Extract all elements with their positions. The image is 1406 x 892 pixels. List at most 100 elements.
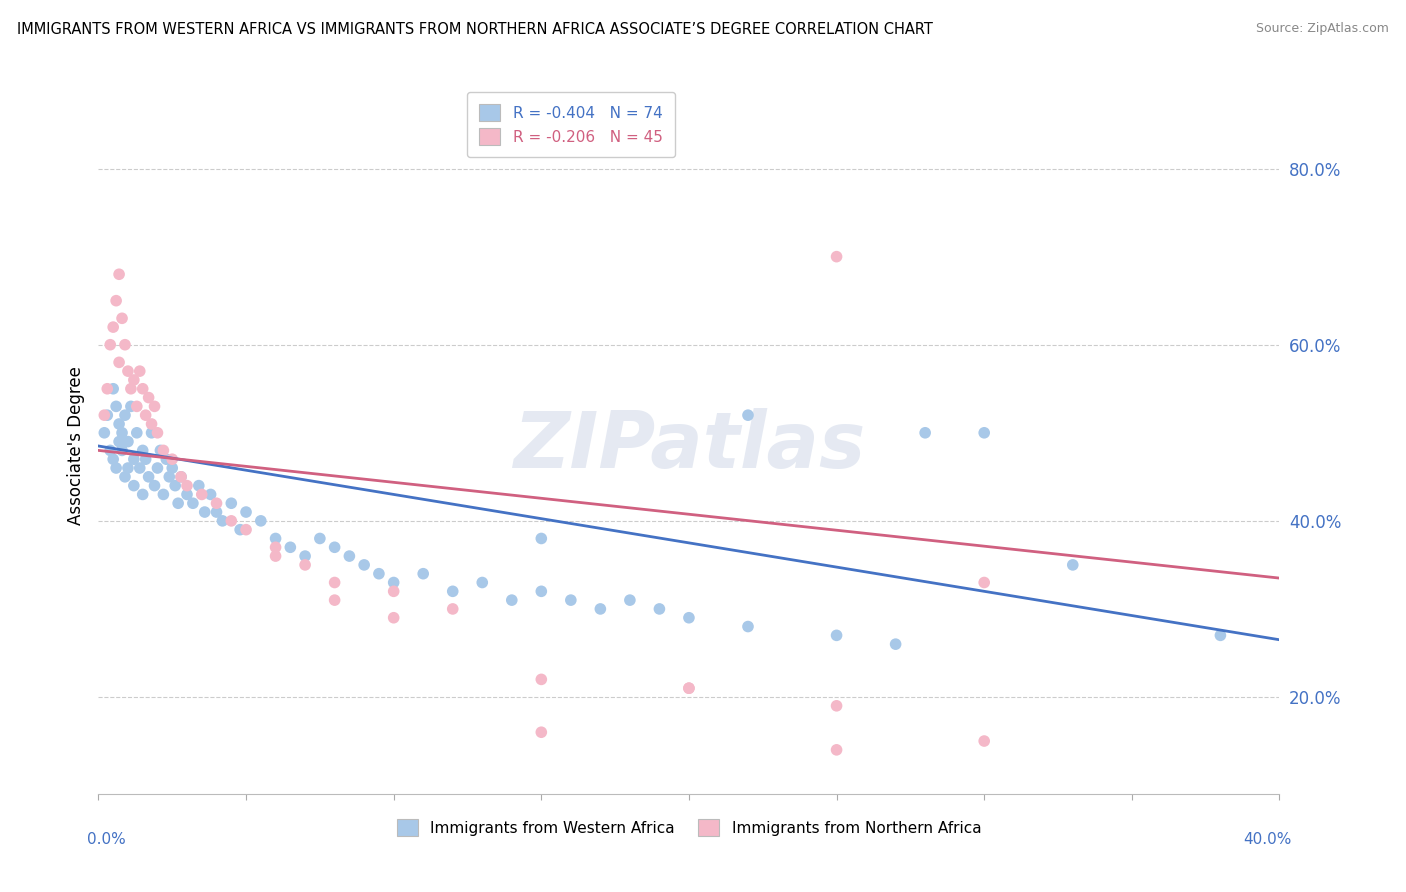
Point <box>678 681 700 696</box>
Point <box>973 575 995 590</box>
Point <box>678 611 700 625</box>
Point <box>108 355 131 369</box>
Point <box>157 470 180 484</box>
Point <box>648 602 671 616</box>
Point <box>117 364 139 378</box>
Point <box>205 505 228 519</box>
Point <box>187 478 209 492</box>
Point <box>111 443 134 458</box>
Point <box>96 408 118 422</box>
Point <box>471 575 494 590</box>
Point <box>560 593 582 607</box>
Point <box>1062 558 1084 572</box>
Point <box>973 734 995 748</box>
Point <box>103 452 125 467</box>
Point <box>825 698 848 713</box>
Point <box>323 541 346 555</box>
Point <box>200 487 222 501</box>
Point <box>353 558 375 572</box>
Text: IMMIGRANTS FROM WESTERN AFRICA VS IMMIGRANTS FROM NORTHERN AFRICA ASSOCIATE’S DE: IMMIGRANTS FROM WESTERN AFRICA VS IMMIGR… <box>17 22 932 37</box>
Point <box>93 425 115 440</box>
Point <box>825 250 848 264</box>
Point <box>205 496 228 510</box>
Point <box>211 514 233 528</box>
Point <box>108 434 131 449</box>
Text: Source: ZipAtlas.com: Source: ZipAtlas.com <box>1256 22 1389 36</box>
Point <box>229 523 252 537</box>
Point <box>103 320 125 334</box>
Point <box>235 523 257 537</box>
Point <box>111 425 134 440</box>
Point <box>294 558 316 572</box>
Point <box>323 575 346 590</box>
Y-axis label: Associate's Degree: Associate's Degree <box>66 367 84 525</box>
Point <box>120 382 142 396</box>
Point <box>825 743 848 757</box>
Point <box>152 443 174 458</box>
Point <box>170 470 193 484</box>
Point <box>165 478 187 492</box>
Text: 40.0%: 40.0% <box>1243 832 1291 847</box>
Point <box>108 267 131 281</box>
Point <box>105 461 128 475</box>
Point <box>530 584 553 599</box>
Point <box>884 637 907 651</box>
Point <box>108 417 131 431</box>
Point <box>143 400 166 414</box>
Text: 0.0%: 0.0% <box>87 832 125 847</box>
Point <box>114 337 136 351</box>
Point <box>973 425 995 440</box>
Point <box>530 673 553 687</box>
Point <box>120 400 142 414</box>
Point <box>114 408 136 422</box>
Point <box>250 514 273 528</box>
Point <box>441 584 464 599</box>
Point <box>125 400 148 414</box>
Point <box>914 425 936 440</box>
Point <box>191 487 214 501</box>
Point <box>530 725 553 739</box>
Point <box>162 452 183 467</box>
Point <box>135 408 157 422</box>
Point <box>122 478 145 492</box>
Point <box>176 487 198 501</box>
Point <box>155 452 177 467</box>
Point <box>138 470 160 484</box>
Point <box>141 417 163 431</box>
Point <box>98 443 121 458</box>
Point <box>181 496 204 510</box>
Point <box>135 452 157 467</box>
Point <box>125 425 148 440</box>
Point <box>146 461 169 475</box>
Point <box>530 532 553 546</box>
Point <box>309 532 332 546</box>
Point <box>105 400 128 414</box>
Point <box>412 566 434 581</box>
Point <box>678 681 700 696</box>
Point <box>132 443 155 458</box>
Point <box>264 532 287 546</box>
Point <box>368 566 391 581</box>
Point <box>235 505 257 519</box>
Point <box>93 408 115 422</box>
Point <box>825 628 848 642</box>
Point <box>264 541 287 555</box>
Point <box>138 391 160 405</box>
Point <box>122 373 145 387</box>
Point <box>114 470 136 484</box>
Point <box>132 382 155 396</box>
Point <box>221 496 243 510</box>
Point <box>382 611 405 625</box>
Point <box>294 549 316 563</box>
Point <box>737 619 759 633</box>
Point <box>143 478 166 492</box>
Point <box>737 408 759 422</box>
Point <box>170 470 193 484</box>
Point <box>149 443 172 458</box>
Point <box>117 461 139 475</box>
Point <box>98 337 121 351</box>
Point <box>105 293 128 308</box>
Point <box>141 425 163 440</box>
Point <box>264 549 287 563</box>
Point <box>382 575 405 590</box>
